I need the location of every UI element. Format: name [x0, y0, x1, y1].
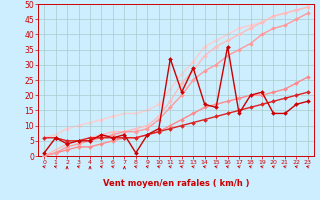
X-axis label: Vent moyen/en rafales ( km/h ): Vent moyen/en rafales ( km/h ): [103, 179, 249, 188]
